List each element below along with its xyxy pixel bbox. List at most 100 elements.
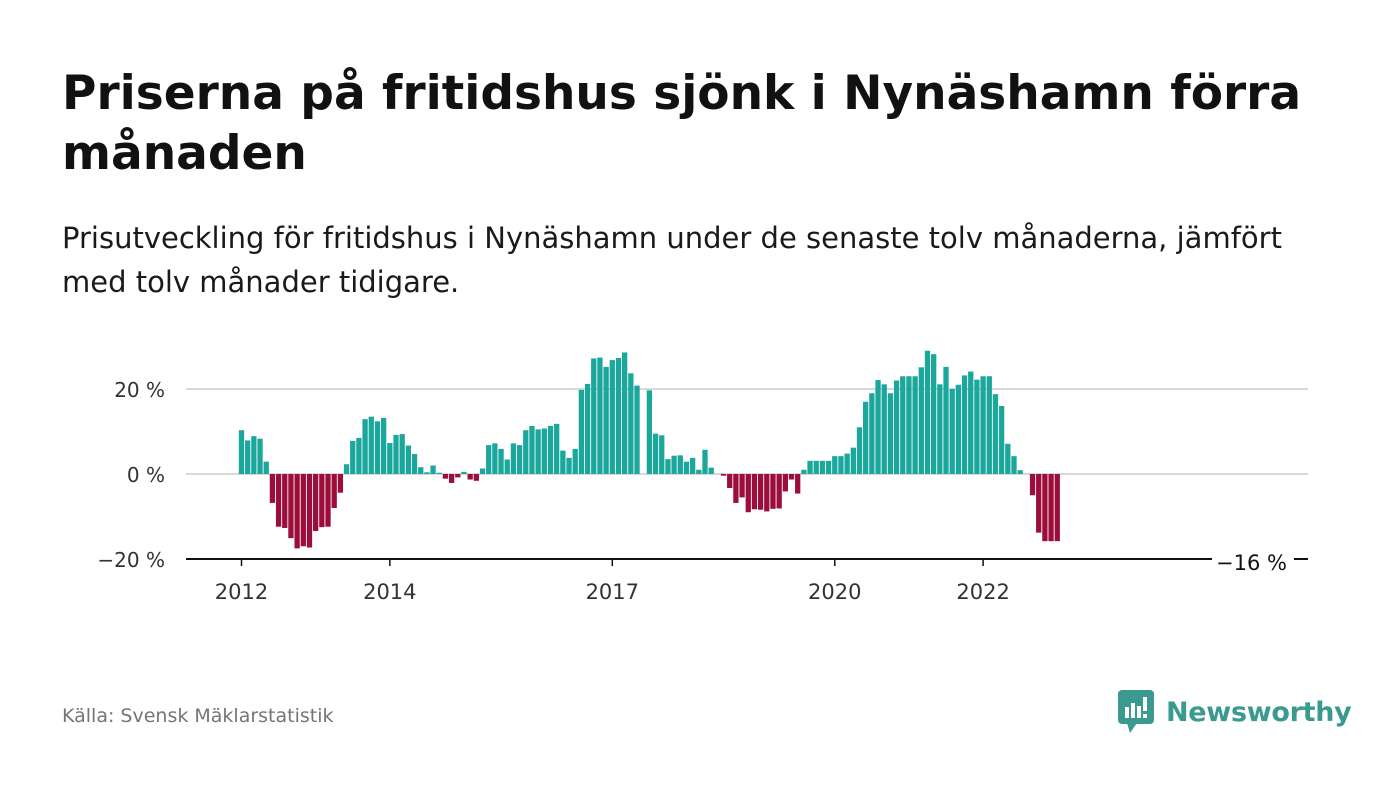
bar (1042, 474, 1048, 542)
bar (832, 456, 838, 474)
bar (560, 450, 566, 475)
bar (591, 358, 597, 474)
bar (578, 389, 585, 474)
bar (652, 433, 659, 475)
bar (368, 416, 374, 475)
bar (764, 474, 770, 512)
bar (1054, 474, 1060, 542)
bar (467, 474, 473, 480)
chart-subtitle: Prisutveckling för fritidshus i Nynäsham… (62, 221, 1282, 299)
bar (374, 421, 381, 474)
bar (516, 445, 523, 474)
bar (968, 371, 974, 474)
bar (547, 425, 554, 475)
bar (479, 468, 486, 475)
bar (863, 401, 869, 474)
bar (770, 474, 776, 509)
bar (689, 457, 696, 474)
bar (665, 459, 671, 475)
bar (393, 434, 399, 474)
bar (263, 461, 269, 474)
newsworthy-logo-icon (1118, 690, 1154, 733)
bar (924, 350, 931, 474)
bar (931, 354, 937, 474)
bar (696, 469, 702, 474)
bar (1036, 474, 1042, 533)
y-tick-label: 20 % (114, 378, 165, 402)
bar (893, 380, 900, 474)
bar (955, 384, 962, 474)
bar (937, 384, 943, 474)
bar (720, 474, 727, 476)
x-tick-label: 2017 (586, 580, 639, 604)
bar (597, 357, 603, 474)
bar (900, 376, 906, 474)
bar (825, 460, 832, 474)
bar (659, 435, 665, 474)
bar (906, 376, 912, 474)
bar (306, 474, 313, 548)
bar (844, 453, 850, 474)
bar (992, 394, 999, 474)
bar (887, 393, 894, 474)
bar (380, 417, 387, 474)
bar (486, 445, 492, 474)
bar (615, 357, 622, 475)
bar (584, 383, 591, 474)
bar (751, 474, 758, 510)
bar (455, 474, 461, 478)
bar (881, 384, 887, 474)
bar (683, 461, 690, 474)
x-tick-label: 2012 (215, 580, 268, 604)
bar (430, 465, 436, 474)
brand-name: Newsworthy (1166, 696, 1352, 728)
bar (819, 460, 826, 474)
bar (634, 385, 640, 474)
bar (974, 379, 980, 474)
bar (628, 373, 634, 474)
axes: 20 % 0 % −20 % 2012 2014 2017 2020 2022 −16 % (97, 378, 1294, 604)
y-tick-label: −20 % (97, 548, 165, 572)
bar (418, 467, 424, 474)
newsworthy-logo: Newsworthy (1118, 690, 1352, 734)
bar (727, 474, 733, 489)
bar (529, 425, 535, 475)
source-note: Källa: Svensk Mäklarstatistik (62, 705, 334, 727)
bar (1005, 443, 1011, 474)
bar (300, 474, 306, 547)
bar (510, 443, 517, 474)
bar (405, 445, 412, 474)
bar (294, 474, 300, 549)
bar (554, 423, 560, 474)
bar (411, 454, 418, 474)
bar (807, 460, 813, 474)
bar (986, 376, 992, 474)
bar (350, 440, 356, 474)
bar (1029, 474, 1036, 496)
bar (448, 474, 455, 483)
bar-chart: 20 % 0 % −20 % 2012 2014 2017 2020 2022 −16 % (97, 350, 1308, 604)
bar (245, 440, 251, 475)
bar (757, 474, 764, 510)
x-tick-label: 2014 (363, 580, 416, 604)
bar (609, 360, 615, 474)
bar (671, 455, 677, 474)
bar (875, 380, 881, 474)
bar (492, 443, 498, 474)
bar (504, 459, 510, 474)
bar (387, 442, 393, 474)
bar (918, 367, 924, 474)
bar (275, 474, 282, 527)
bar (442, 474, 449, 479)
bar (257, 438, 263, 475)
bar (782, 474, 788, 492)
bar (838, 456, 844, 474)
bar (776, 474, 782, 509)
bar (238, 430, 245, 475)
bar (739, 474, 745, 498)
bar (949, 389, 955, 474)
bar (251, 436, 257, 475)
bar (331, 474, 337, 508)
bar (646, 390, 653, 474)
bars (238, 350, 1060, 549)
